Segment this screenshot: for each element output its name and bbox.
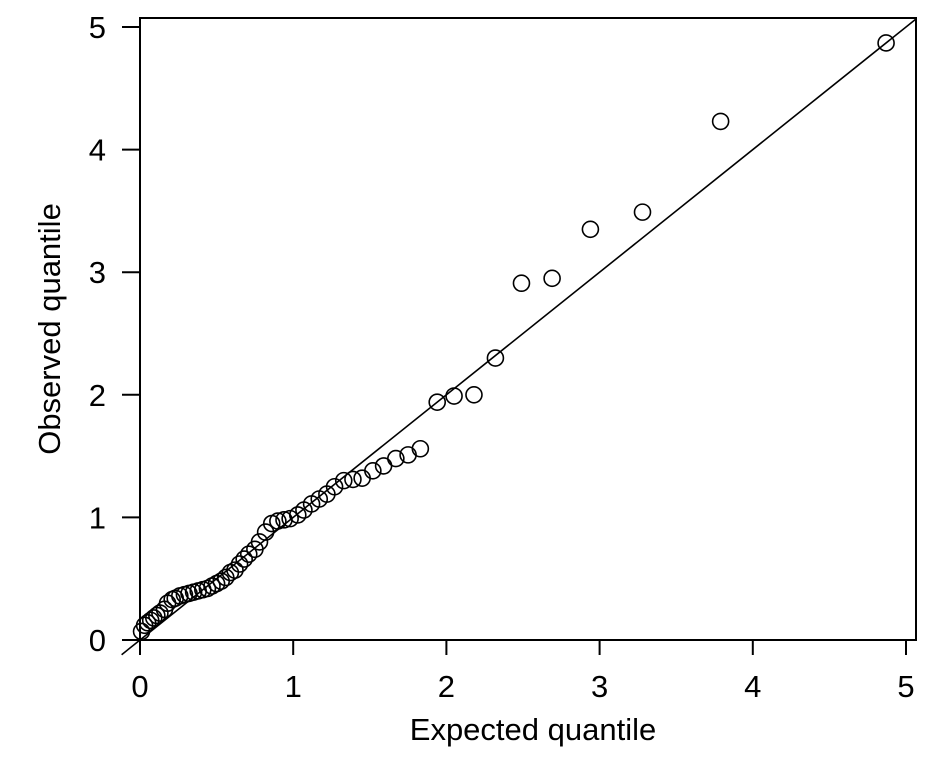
data-point: [877, 34, 895, 52]
plot-frame: [139, 17, 917, 641]
x-tick-label: 3: [591, 669, 608, 704]
x-tick-label: 2: [438, 669, 455, 704]
x-tick-label: 0: [131, 669, 148, 704]
data-point: [235, 550, 253, 568]
x-axis-label: Expected quantile: [410, 712, 656, 747]
data-point: [216, 568, 235, 587]
data-point: [633, 203, 652, 221]
data-point: [132, 622, 151, 641]
y-tick-label: 3: [89, 255, 106, 290]
x-tick-label: 4: [744, 669, 761, 704]
y-tick-label: 4: [89, 133, 106, 168]
y-tick-label: 2: [89, 378, 106, 413]
x-tick-label: 5: [897, 669, 914, 704]
data-point: [239, 545, 258, 563]
data-point: [581, 220, 600, 239]
data-point: [512, 274, 531, 293]
data-point: [353, 469, 371, 487]
data-point: [275, 511, 293, 529]
data-point: [364, 462, 382, 480]
y-axis: 0 1 2 3 4 5: [89, 10, 140, 658]
data-point: [246, 540, 264, 559]
data-point: [465, 385, 483, 404]
y-axis-label: Observed quantile: [32, 203, 67, 455]
data-point: [411, 439, 430, 458]
x-axis: 0 1 2 3 4 5: [131, 640, 915, 704]
data-point: [374, 457, 393, 475]
x-tick-label: 1: [285, 669, 302, 704]
data-point: [445, 387, 463, 405]
data-point: [399, 446, 417, 464]
data-point: [256, 523, 275, 541]
data-points: [132, 34, 895, 641]
reference-line: [121, 18, 917, 656]
data-point: [281, 509, 299, 528]
data-point: [486, 349, 505, 367]
data-point: [344, 470, 362, 489]
data-point: [543, 269, 561, 288]
y-tick-label: 0: [89, 623, 106, 658]
data-point: [711, 112, 730, 131]
data-point: [334, 471, 353, 490]
y-tick-label: 5: [89, 10, 106, 45]
y-tick-label: 1: [89, 500, 106, 535]
data-point: [141, 611, 160, 630]
data-point: [295, 501, 313, 519]
data-point: [428, 393, 447, 411]
